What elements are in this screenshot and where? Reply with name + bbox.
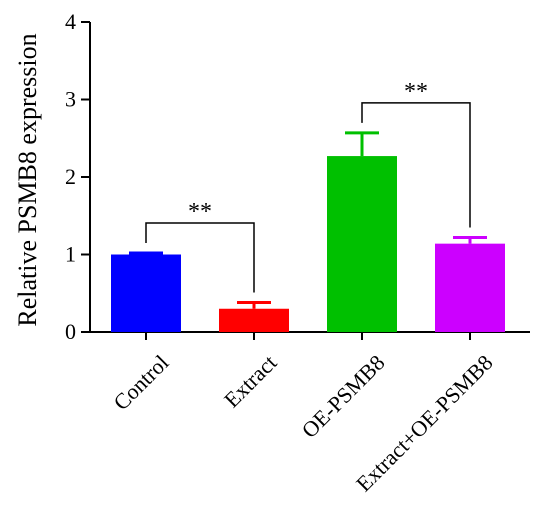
x-tick-label: Control — [108, 350, 173, 415]
bar — [111, 254, 181, 332]
x-tick-label: OE-PSMB8 — [297, 350, 390, 443]
bar — [327, 156, 397, 332]
significance-brackets: ** ** — [145, 79, 471, 293]
significance-label: ** — [188, 199, 212, 225]
y-tick-label: 1 — [65, 242, 76, 267]
significance-bracket — [361, 102, 471, 228]
y-tick-label: 2 — [65, 164, 76, 189]
x-tick-label: Extract — [219, 350, 282, 413]
y-tick-label: 0 — [65, 319, 76, 344]
significance-bracket — [145, 222, 255, 293]
y-tick-label: 3 — [65, 87, 76, 112]
y-tick-label: 4 — [65, 9, 76, 34]
significance-label: ** — [404, 79, 428, 105]
bars — [111, 156, 505, 332]
bar — [219, 308, 289, 332]
error-bars — [129, 131, 487, 309]
y-axis-label: Relative PSMB8 expression — [13, 33, 42, 326]
bar — [435, 243, 505, 332]
